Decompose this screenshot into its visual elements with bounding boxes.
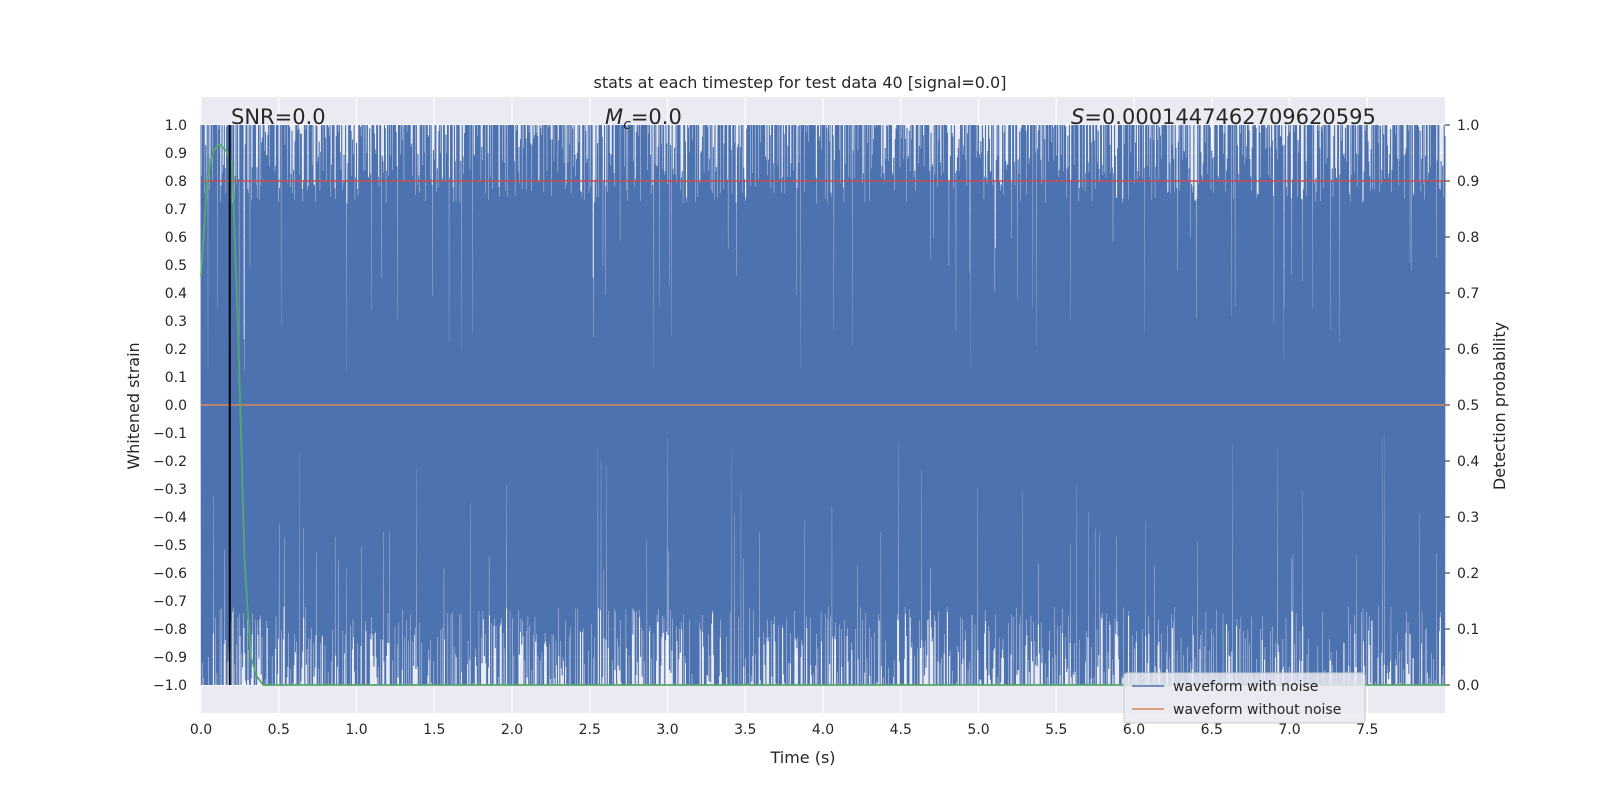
y-tick-label: 0.6 (165, 230, 187, 246)
x-tick-label: 2.5 (579, 722, 601, 738)
y-tick-label: −0.1 (153, 426, 187, 442)
y-tick-label: 0.1 (165, 370, 187, 386)
y-axis-label: Whitened strain (124, 342, 143, 469)
y2-tick-label: 0.2 (1457, 566, 1479, 582)
y-tick-label: 0.3 (165, 314, 187, 330)
legend-label-waveform-without-noise: waveform without noise (1173, 702, 1341, 718)
x-axis-label: Time (s) (769, 748, 835, 767)
y2-tick-label: 0.7 (1457, 286, 1479, 302)
s-annotation: S=0.0001447462709620595 (1071, 105, 1376, 129)
s-symbol: S (1071, 105, 1084, 129)
legend-label-waveform-with-noise: waveform with noise (1173, 679, 1318, 695)
x-tick-label: 0.5 (268, 722, 290, 738)
snr-annotation: SNR=0.0 (231, 105, 326, 129)
y2-tick-label: 0.1 (1457, 622, 1479, 638)
y-tick-label: 0.4 (165, 286, 187, 302)
waveform-with-noise-series (200, 124, 1446, 686)
y-tick-label: 0.9 (165, 146, 187, 162)
y2-tick-label: 0.4 (1457, 454, 1479, 470)
x-tick-label: 1.5 (423, 722, 445, 738)
x-tick-label: 5.5 (1045, 722, 1067, 738)
y-tick-label: −0.2 (153, 454, 187, 470)
x-tick-label: 2.0 (501, 722, 523, 738)
x-tick-label: 6.0 (1123, 722, 1145, 738)
x-tick-label: 4.0 (812, 722, 834, 738)
y2-tick-label: 1.0 (1457, 118, 1479, 134)
tick-labels: 0.0 0.5 1.0 1.5 2.0 2.5 3.0 3.5 4.0 4.5 5.0 5.5 6.0 6… (153, 118, 1479, 738)
chirp-mass-annotation: Mc=0.0 (605, 105, 682, 133)
y-tick-label: 0.0 (165, 398, 187, 414)
y2-tick-label: 0.8 (1457, 230, 1479, 246)
y-tick-label: 0.8 (165, 174, 187, 190)
chirp-mass-symbol: M (605, 105, 623, 129)
y2-axis-label: Detection probability (1490, 322, 1509, 490)
s-value: =0.0001447462709620595 (1084, 105, 1376, 129)
y-tick-label: 0.7 (165, 202, 187, 218)
x-tick-label: 7.5 (1356, 722, 1378, 738)
chart-title: stats at each timestep for test data 40 … (594, 73, 1007, 92)
waveform-with-noise-line (200, 124, 1446, 686)
legend: waveform with noise waveform without noi… (1123, 672, 1366, 724)
y-tick-label: −1.0 (153, 678, 187, 694)
y2-tick-label: 0.6 (1457, 342, 1479, 358)
x-tick-label: 4.5 (890, 722, 912, 738)
detection-probability-line (200, 143, 1445, 686)
y-tick-label: 0.2 (165, 342, 187, 358)
x-tick-label: 0.0 (190, 722, 212, 738)
x-tick-label: 5.0 (967, 722, 989, 738)
y2-tick-label: 0.9 (1457, 174, 1479, 190)
y2-tick-label: 0.0 (1457, 678, 1479, 694)
x-tick-label: 3.5 (734, 722, 756, 738)
y2-tick-label: 0.3 (1457, 510, 1479, 526)
y-tick-label: −0.8 (153, 622, 187, 638)
y-tick-label: −0.4 (153, 510, 187, 526)
y-tick-label: 0.5 (165, 258, 187, 274)
legend-box (1123, 672, 1366, 724)
chirp-mass-subscript: c (623, 117, 631, 133)
x-tick-label: 7.0 (1278, 722, 1300, 738)
y-tick-label: −0.6 (153, 566, 187, 582)
y-tick-label: −0.3 (153, 482, 187, 498)
y-tick-label: −0.9 (153, 650, 187, 666)
chirp-mass-value: =0.0 (631, 105, 682, 129)
y-tick-label: −0.7 (153, 594, 187, 610)
x-tick-label: 1.0 (345, 722, 367, 738)
y2-tick-label: 0.5 (1457, 398, 1479, 414)
x-tick-label: 3.0 (656, 722, 678, 738)
overlay-series (200, 125, 1445, 686)
y-tick-label: 1.0 (165, 118, 187, 134)
y-tick-label: −0.5 (153, 538, 187, 554)
x-tick-label: 6.5 (1201, 722, 1223, 738)
